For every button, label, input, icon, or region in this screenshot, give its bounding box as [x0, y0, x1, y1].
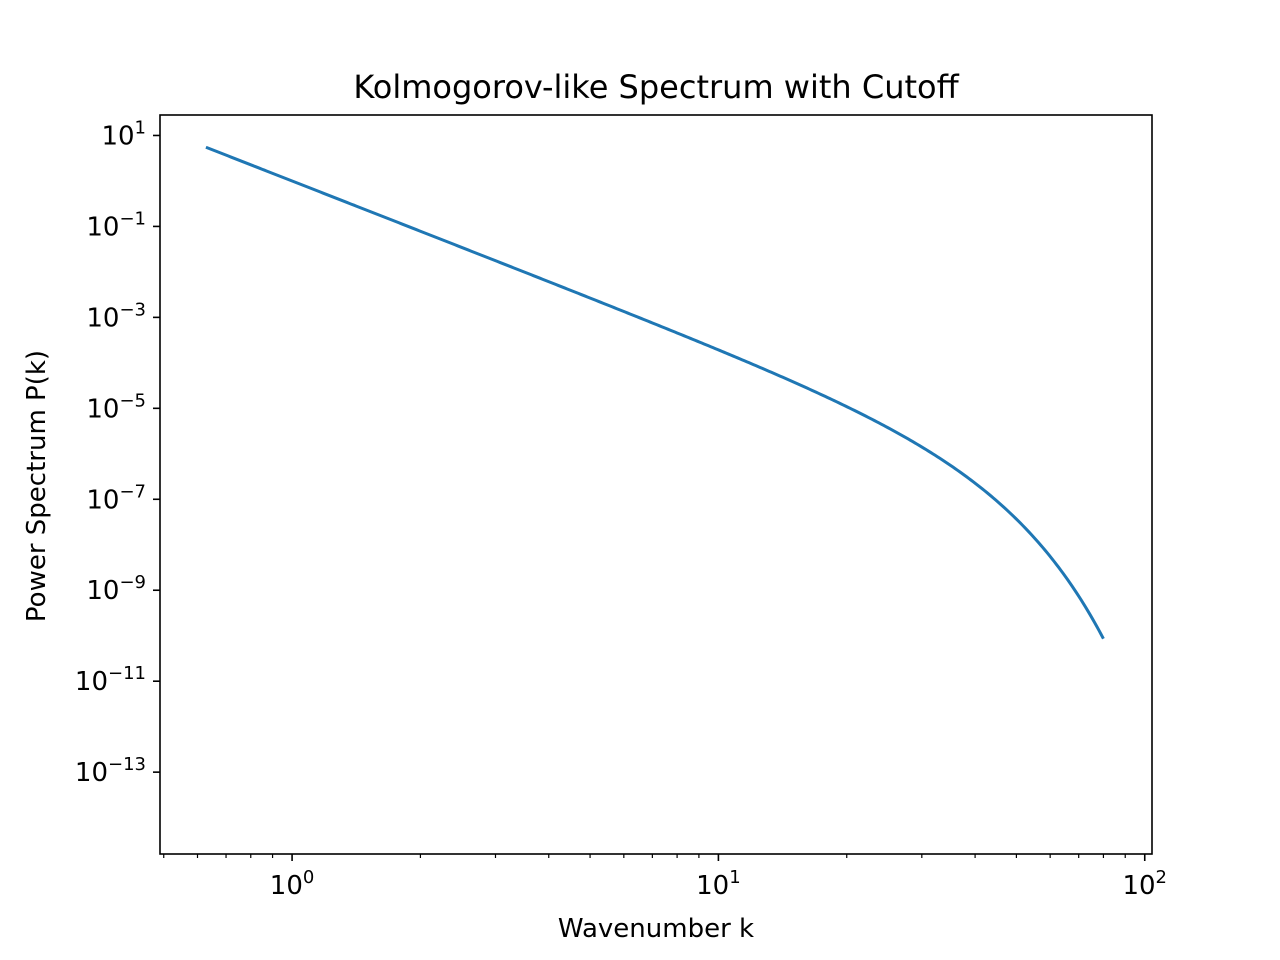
y-tick-label: 10−9 [86, 572, 146, 606]
series-layer [205, 145, 1105, 640]
chart-title: Kolmogorov-like Spectrum with Cutoff [353, 68, 959, 106]
y-tick-label: 101 [101, 117, 146, 151]
y-tick-label: 10−13 [75, 754, 146, 788]
y-axis-label: Power Spectrum P(k) [22, 350, 52, 622]
y-tick-label: 10−3 [86, 299, 146, 333]
y-tick-label: 10−1 [86, 208, 146, 242]
x-axis-ticks: 100 101 102 [163, 854, 1167, 901]
y-axis-ticks: 101 10−1 10−3 10−5 10−7 10−9 10−11 10−13 [75, 117, 160, 788]
y-tick-label: 10−5 [86, 390, 146, 424]
spectrum-line [205, 145, 1105, 640]
plot-area [160, 115, 1152, 854]
x-tick-label: 101 [696, 867, 741, 901]
y-tick-label: 10−11 [75, 663, 146, 697]
x-axis-label: Wavenumber k [558, 914, 754, 944]
x-tick-label: 100 [270, 867, 315, 901]
x-tick-label: 102 [1122, 867, 1167, 901]
plot-frame [159, 114, 1153, 855]
y-tick-label: 10−7 [86, 481, 146, 515]
